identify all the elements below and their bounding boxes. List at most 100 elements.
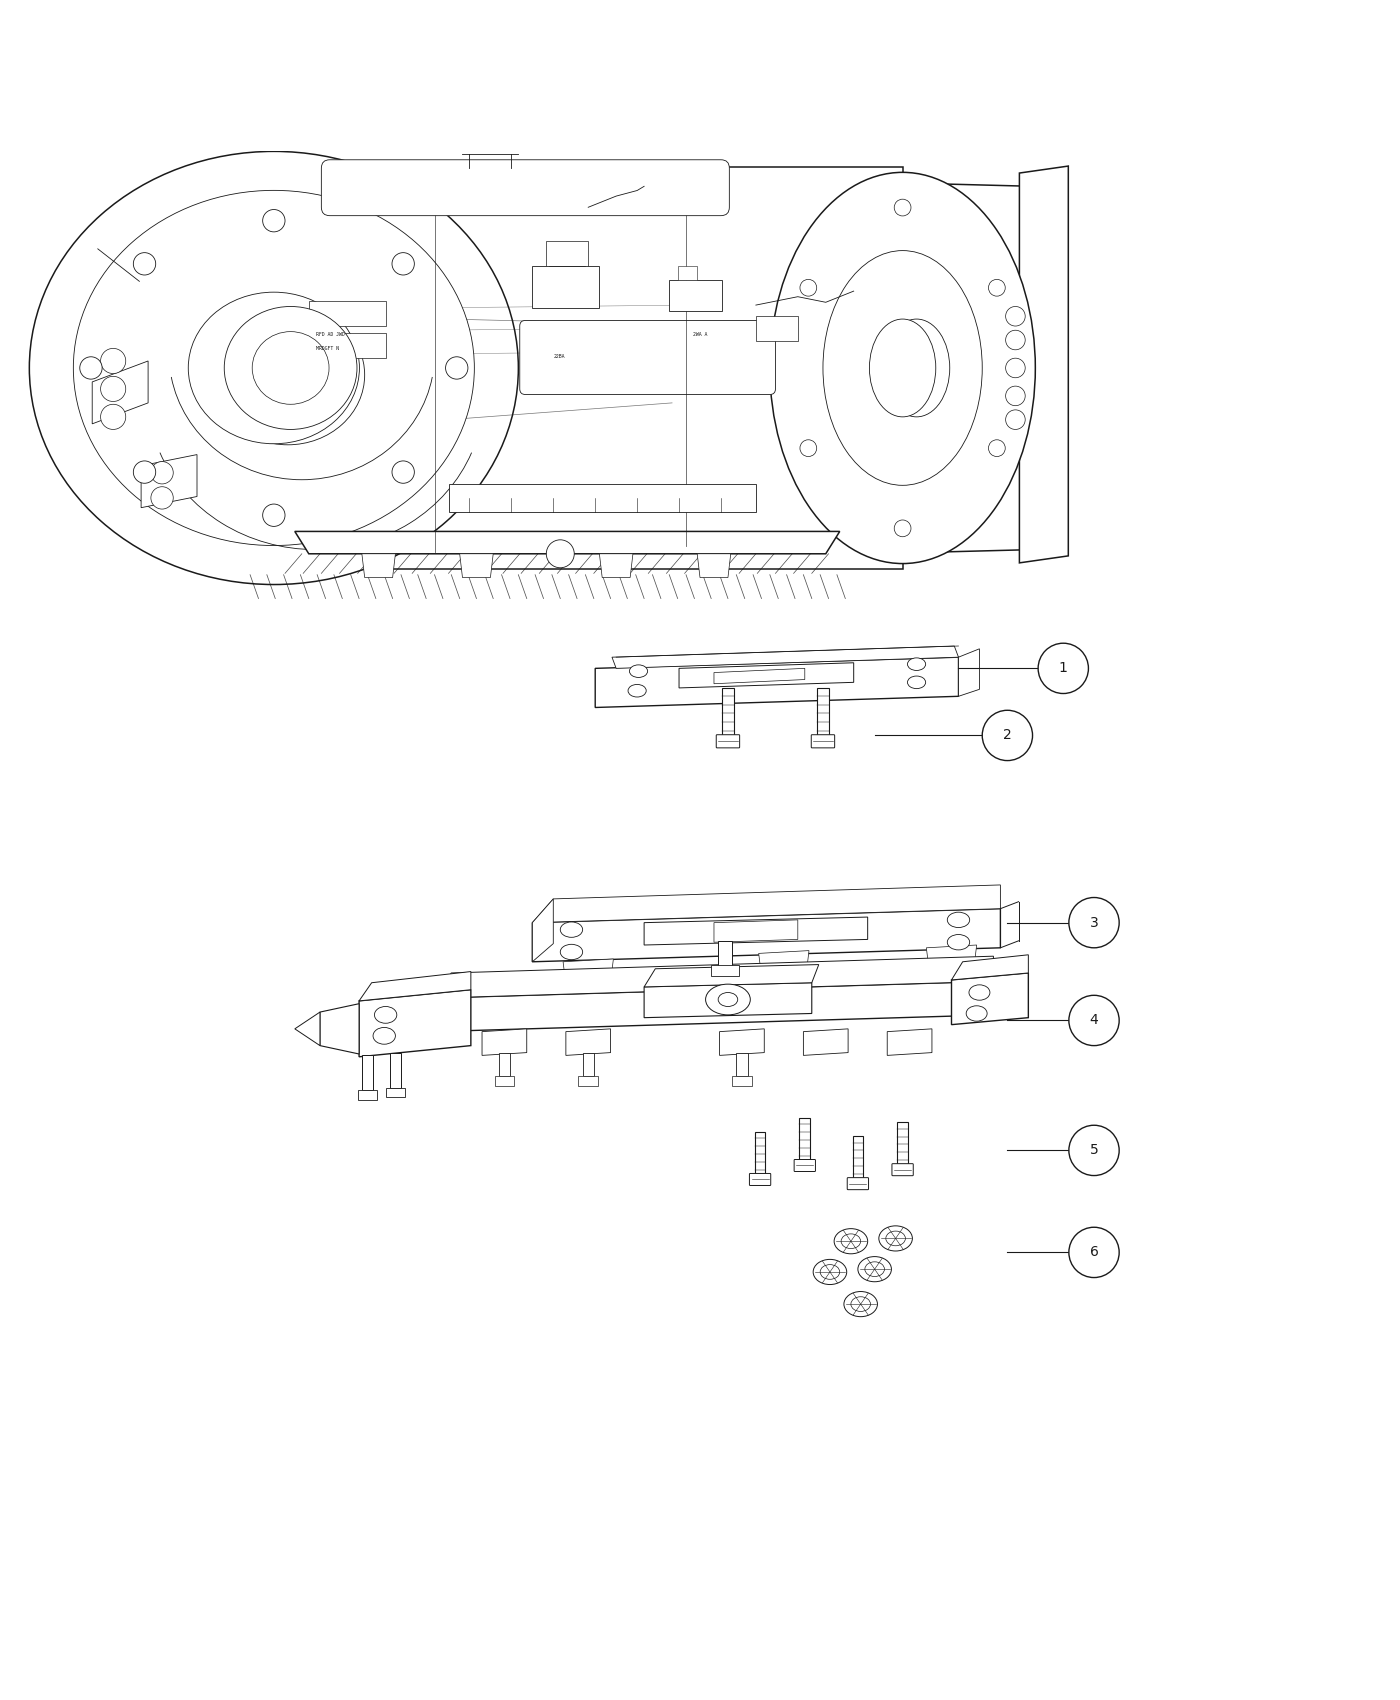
Ellipse shape <box>969 984 990 1000</box>
Ellipse shape <box>372 1027 395 1044</box>
Ellipse shape <box>224 306 357 430</box>
Polygon shape <box>532 910 1001 962</box>
Bar <box>722 688 734 736</box>
Bar <box>357 1090 377 1100</box>
Circle shape <box>263 503 286 527</box>
Ellipse shape <box>211 304 364 445</box>
Circle shape <box>392 461 414 483</box>
Polygon shape <box>532 886 1001 923</box>
Circle shape <box>263 209 286 231</box>
Bar <box>448 484 756 512</box>
Ellipse shape <box>718 993 738 1006</box>
Polygon shape <box>612 646 959 668</box>
Text: 22BA: 22BA <box>553 354 564 359</box>
Bar <box>736 1052 748 1076</box>
Polygon shape <box>644 964 819 988</box>
Polygon shape <box>679 663 854 688</box>
Polygon shape <box>714 920 798 942</box>
Bar <box>498 1052 510 1076</box>
Bar <box>494 1076 514 1086</box>
Ellipse shape <box>865 1261 885 1277</box>
Text: 1: 1 <box>1058 661 1068 675</box>
Bar <box>546 241 588 265</box>
Bar <box>711 964 739 976</box>
Circle shape <box>1068 1227 1119 1278</box>
Polygon shape <box>644 983 812 1018</box>
Polygon shape <box>804 1028 848 1056</box>
Text: MRDGFT N: MRDGFT N <box>316 345 339 350</box>
Bar <box>578 1076 598 1086</box>
Polygon shape <box>566 1028 610 1056</box>
Circle shape <box>1068 994 1119 1046</box>
FancyBboxPatch shape <box>892 1164 913 1176</box>
Bar <box>309 301 385 326</box>
Polygon shape <box>141 454 197 508</box>
Circle shape <box>1005 386 1025 406</box>
Bar <box>385 1088 405 1096</box>
Ellipse shape <box>823 250 983 484</box>
Ellipse shape <box>188 292 360 444</box>
Polygon shape <box>361 554 395 578</box>
Circle shape <box>1005 359 1025 377</box>
FancyBboxPatch shape <box>322 160 729 216</box>
Ellipse shape <box>630 665 648 677</box>
FancyBboxPatch shape <box>794 1159 815 1171</box>
Polygon shape <box>434 955 994 998</box>
Ellipse shape <box>834 1229 868 1255</box>
FancyBboxPatch shape <box>811 734 834 748</box>
Ellipse shape <box>374 1006 396 1023</box>
Circle shape <box>1039 643 1088 694</box>
Polygon shape <box>1019 167 1068 563</box>
Polygon shape <box>644 916 868 945</box>
Circle shape <box>895 199 911 216</box>
Circle shape <box>133 461 155 483</box>
Ellipse shape <box>907 658 925 670</box>
Ellipse shape <box>879 1226 913 1251</box>
Circle shape <box>101 405 126 430</box>
Bar <box>897 1122 909 1164</box>
Circle shape <box>895 520 911 537</box>
Circle shape <box>1005 306 1025 326</box>
Bar <box>361 1056 372 1090</box>
Circle shape <box>101 348 126 374</box>
Circle shape <box>546 541 574 568</box>
Circle shape <box>392 253 414 275</box>
Ellipse shape <box>907 677 925 688</box>
Bar <box>389 1052 400 1088</box>
Bar <box>755 1132 766 1175</box>
Polygon shape <box>321 1003 358 1054</box>
Text: 5: 5 <box>1089 1144 1099 1158</box>
Ellipse shape <box>252 332 329 405</box>
Polygon shape <box>888 1028 932 1056</box>
Ellipse shape <box>844 1292 878 1318</box>
Bar <box>532 265 599 308</box>
Polygon shape <box>599 554 633 578</box>
Circle shape <box>799 279 816 296</box>
Circle shape <box>133 253 155 275</box>
Polygon shape <box>595 658 959 707</box>
Ellipse shape <box>560 944 582 960</box>
Ellipse shape <box>813 1260 847 1285</box>
Circle shape <box>80 357 102 379</box>
Polygon shape <box>927 945 977 971</box>
Bar <box>309 333 385 359</box>
Ellipse shape <box>886 1231 906 1246</box>
Ellipse shape <box>560 921 582 937</box>
Circle shape <box>151 486 174 508</box>
Bar <box>756 316 798 342</box>
Text: 4: 4 <box>1089 1013 1099 1027</box>
Polygon shape <box>459 554 493 578</box>
Circle shape <box>988 440 1005 457</box>
Text: 2: 2 <box>1002 728 1012 743</box>
Text: 2WA A: 2WA A <box>693 332 707 337</box>
Ellipse shape <box>770 172 1036 564</box>
Polygon shape <box>532 899 553 962</box>
Circle shape <box>101 376 126 401</box>
Polygon shape <box>92 360 148 423</box>
Polygon shape <box>720 1028 764 1056</box>
Polygon shape <box>295 1012 321 1046</box>
Ellipse shape <box>629 685 647 697</box>
Ellipse shape <box>820 1265 840 1280</box>
Circle shape <box>1068 898 1119 949</box>
Bar <box>678 265 697 280</box>
